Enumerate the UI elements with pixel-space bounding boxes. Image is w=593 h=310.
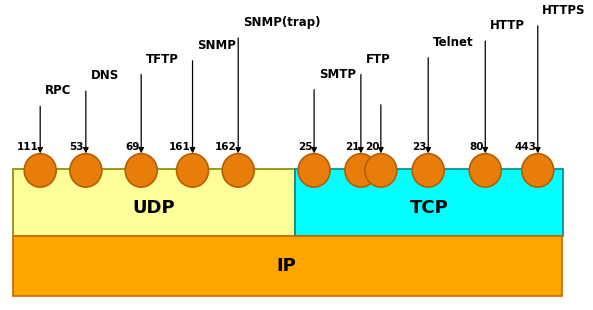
Text: 161: 161 — [169, 142, 191, 152]
Text: 25: 25 — [298, 142, 313, 152]
Text: DNS: DNS — [90, 69, 119, 82]
Text: IP: IP — [277, 257, 296, 275]
Text: 53: 53 — [69, 142, 84, 152]
Text: 23: 23 — [412, 142, 426, 152]
Text: TCP: TCP — [410, 199, 449, 217]
Text: TFTP: TFTP — [146, 53, 178, 66]
Text: 162: 162 — [215, 142, 237, 152]
Text: SMTP: SMTP — [318, 68, 356, 81]
Text: SNMP(trap): SNMP(trap) — [243, 16, 320, 29]
Text: 20: 20 — [365, 142, 379, 152]
Ellipse shape — [469, 154, 501, 187]
Text: HTTP: HTTP — [490, 19, 525, 32]
Ellipse shape — [365, 154, 397, 187]
Ellipse shape — [125, 154, 157, 187]
Ellipse shape — [222, 154, 254, 187]
Ellipse shape — [24, 154, 56, 187]
Text: UDP: UDP — [133, 199, 176, 217]
Ellipse shape — [345, 154, 377, 187]
Text: RPC: RPC — [44, 85, 71, 97]
Text: Telnet: Telnet — [433, 36, 473, 49]
Ellipse shape — [412, 154, 444, 187]
Text: 69: 69 — [125, 142, 139, 152]
Bar — [13, 169, 295, 236]
Text: 111: 111 — [17, 142, 39, 152]
Text: 80: 80 — [469, 142, 483, 152]
Ellipse shape — [177, 154, 209, 187]
Text: FTP: FTP — [365, 53, 390, 66]
Text: 21: 21 — [345, 142, 359, 152]
Text: SNMP: SNMP — [197, 39, 236, 52]
Text: HTTPS: HTTPS — [543, 4, 586, 17]
Bar — [13, 236, 562, 296]
Ellipse shape — [522, 154, 554, 187]
Text: 443: 443 — [514, 142, 536, 152]
Ellipse shape — [70, 154, 102, 187]
Ellipse shape — [298, 154, 330, 187]
Bar — [295, 169, 563, 236]
